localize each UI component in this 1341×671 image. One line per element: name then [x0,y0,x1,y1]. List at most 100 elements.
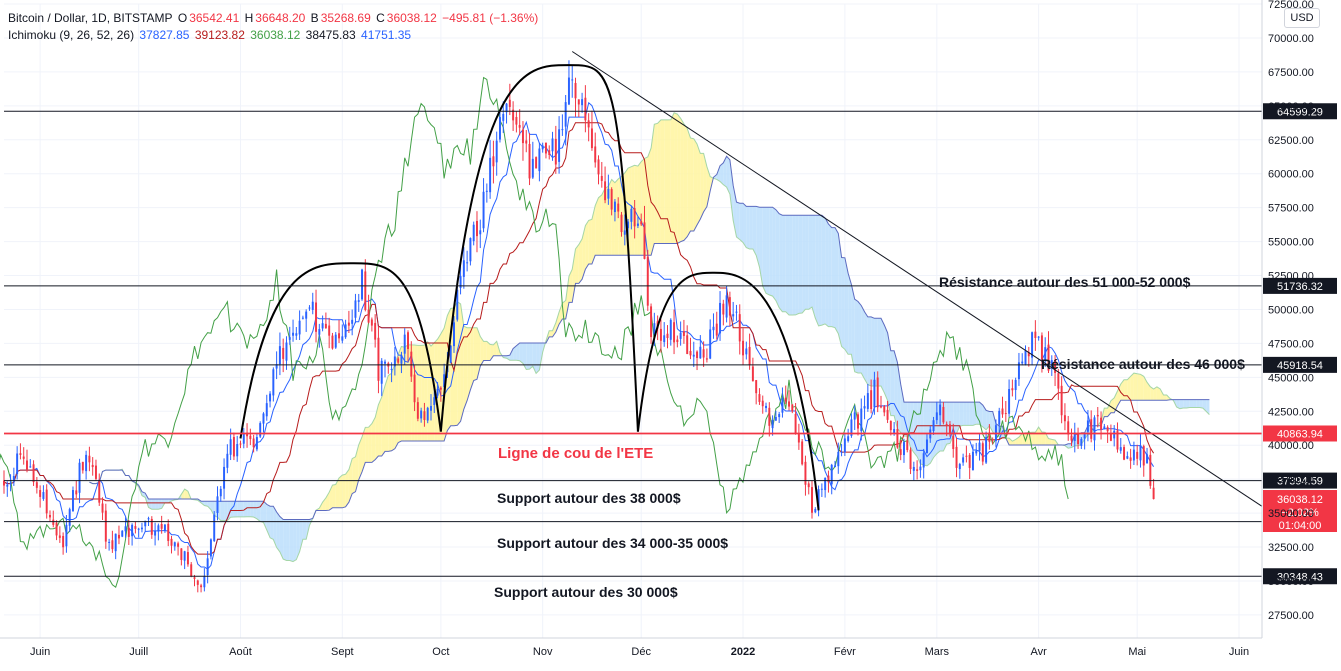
kumo-cloud-segment [812,215,816,319]
candle-body [308,307,311,309]
candle-body [1109,433,1112,441]
candle-body [761,400,764,407]
candle-body [663,335,666,343]
annotation-resistance-46k: Résistance autour des 46 000$ [1041,356,1245,372]
candle-body [916,469,919,471]
kumo-cloud-segment [1130,373,1134,401]
candle-body [364,271,367,310]
senkou-span-b [89,155,1210,520]
candle-body [101,503,104,513]
kumo-cloud-segment [969,402,973,426]
price-label-text: 37394.59 [1277,476,1323,488]
candle-body [544,142,547,154]
kumo-cloud-segment [181,489,185,500]
kumo-cloud-segment [276,511,280,552]
kumo-cloud-segment [207,501,211,510]
kumo-cloud-segment [959,402,964,427]
kumo-cloud-segment [723,156,727,188]
kumo-cloud-segment [1196,399,1200,408]
candle-body [784,397,787,402]
kumo-cloud-segment [532,342,537,374]
kumo-cloud-segment [585,220,589,270]
kumo-cloud-segment [476,327,481,380]
candle-body [209,539,212,557]
kumo-cloud-segment [371,417,376,463]
kumo-cloud-segment [352,456,356,494]
candle-body [636,223,639,226]
candle-body [1090,419,1093,439]
y-tick-label: 72500.00 [1268,0,1314,11]
candle-body [111,540,114,550]
candle-body [837,451,840,467]
candle-body [160,523,163,529]
candle-body [640,221,643,225]
candle-body [117,534,120,539]
kumo-cloud-segment [1051,439,1056,445]
currency-button[interactable]: USD [1284,8,1320,28]
kumo-cloud-segment [690,137,694,232]
candle-body [1008,389,1011,414]
kumo-cloud-segment [513,345,517,361]
candle-body [712,326,715,331]
close-label: C [376,11,385,25]
kumo-cloud-segment [266,504,271,538]
candle-body [528,143,531,179]
candle-body [42,492,45,499]
candle-body [265,403,268,417]
candle-body [725,295,728,318]
candle-body [643,222,646,259]
kumo-cloud-segment [480,336,484,367]
kumo-cloud-segment [746,206,750,250]
kumo-cloud-segment [575,244,579,284]
kumo-cloud-segment [1193,399,1197,408]
y-tick-label: 57500.00 [1268,203,1314,215]
candle-body [495,140,498,163]
y-tick-label: 45000.00 [1268,372,1314,384]
kumo-cloud-segment [795,215,799,315]
candle-body [338,333,341,339]
candle-body [597,159,600,175]
ichimoku-kijun-value: 39123.82 [194,28,245,42]
candle-body [610,189,613,210]
current-price-text: 01:04:00 [1279,520,1322,532]
candle-body [820,488,823,490]
candle-body [932,420,935,432]
kumo-cloud-segment [651,124,655,256]
kumo-cloud-segment [769,207,773,297]
symbol-name: Bitcoin / Dollar, 1D, BITSTAMP [8,11,173,25]
candle-body [620,214,623,233]
candle-body [206,558,209,576]
candle-body [134,526,137,529]
candle-body [472,224,475,242]
ichimoku-legend[interactable]: Ichimoku (9, 26, 52, 26) 37827.85 39123.… [8,28,413,42]
kumo-cloud-segment [332,484,336,508]
candle-body [321,323,324,329]
candle-body [154,530,157,536]
kumo-cloud-segment [204,501,208,507]
candle-body [223,466,226,489]
candle-body [68,509,71,526]
candle-body [246,432,249,437]
candle-body [696,351,699,359]
candle-body [19,453,22,455]
kumo-cloud-segment [844,257,849,355]
candle-body [259,423,262,437]
price-label-box [1263,425,1337,442]
kumo-cloud-segment [493,341,497,356]
candle-body [939,404,942,416]
candle-body [981,443,984,462]
candle-body [203,576,206,588]
candle-body [6,484,9,487]
candle-body [738,314,741,342]
kumo-cloud-segment [598,194,602,256]
candle-body [301,317,304,319]
kumo-cloud-segment [683,123,688,241]
kumo-cloud-segment [401,346,405,442]
candle-body [328,325,331,336]
candle-body [407,332,409,349]
candle-body [370,319,373,326]
kumo-cloud-segment [1045,432,1049,445]
candle-body [479,230,482,235]
candle-body [814,509,817,513]
